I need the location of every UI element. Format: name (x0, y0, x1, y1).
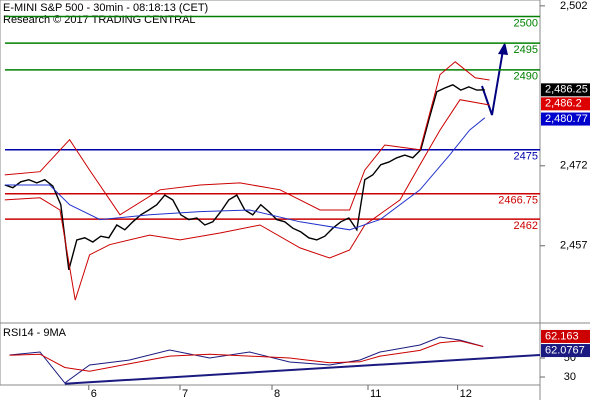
rsi-trendline (64, 354, 541, 385)
rsi-tag (541, 329, 590, 343)
y-tick-label: 2,472 (560, 160, 588, 172)
price-tag-label: 2,486.2 (545, 98, 582, 110)
level-label: 2495 (514, 44, 538, 56)
y-tick-label: 2,502 (560, 0, 588, 12)
x-tick-label: 8 (274, 388, 280, 400)
rsi-tag-label: 62.163 (545, 330, 579, 342)
rsi-line (9, 340, 484, 372)
x-tick-label: 7 (182, 388, 188, 400)
price-tag-label: 2,480.77 (545, 113, 588, 125)
level-label: 2490 (514, 71, 538, 83)
rsi-tag-label: 62.0767 (545, 344, 585, 356)
price-tag (541, 97, 590, 111)
level-label: 2462 (514, 220, 538, 232)
x-tick-label: 11 (370, 388, 381, 400)
level-label: 2500 (514, 17, 538, 29)
plot-frame (0, 0, 541, 386)
level-label: 2466.75 (498, 195, 538, 207)
rsi-title: RSI14 - 9MA (3, 327, 67, 339)
price-line (4, 99, 490, 301)
rsi-tick-label: 30 (564, 371, 576, 383)
price-tag (541, 83, 590, 97)
y-tick-label: 2,457 (560, 240, 588, 252)
chart-title: E-MINI S&P 500 - 30min - 08:18:13 (CET) (3, 2, 208, 14)
forecast-arrow (481, 42, 508, 116)
price-line (4, 61, 490, 216)
level-label: 2475 (514, 151, 538, 163)
price-tag (541, 112, 590, 126)
x-tick-label: 6 (91, 388, 97, 400)
rsi-tag (541, 344, 590, 358)
price-tag-label: 2,486.25 (545, 84, 588, 96)
price-line (4, 117, 486, 231)
x-tick-label: 12 (460, 388, 472, 400)
chart-subtitle: Research © 2017 TRADING CENTRAL (3, 14, 196, 26)
